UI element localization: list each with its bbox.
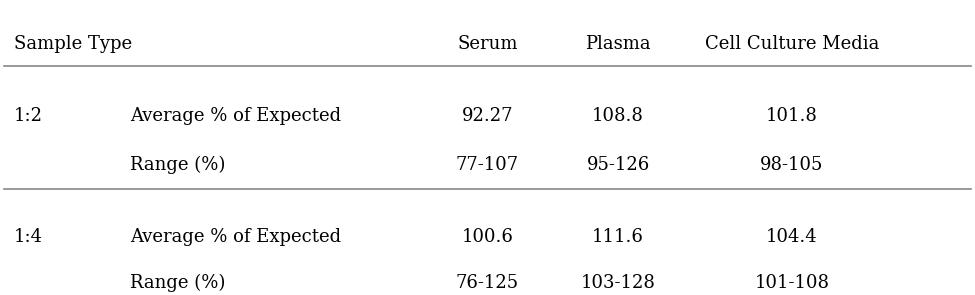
Text: Plasma: Plasma xyxy=(585,35,651,53)
Text: Cell Culture Media: Cell Culture Media xyxy=(705,35,879,53)
Text: 101.8: 101.8 xyxy=(766,107,818,125)
Text: 104.4: 104.4 xyxy=(766,228,818,246)
Text: 108.8: 108.8 xyxy=(592,107,644,125)
Text: 111.6: 111.6 xyxy=(592,228,644,246)
Text: 77-107: 77-107 xyxy=(456,156,519,174)
Text: Serum: Serum xyxy=(457,35,518,53)
Text: Average % of Expected: Average % of Expected xyxy=(130,228,341,246)
Text: 76-125: 76-125 xyxy=(456,274,519,292)
Text: 1:4: 1:4 xyxy=(14,228,43,246)
Text: Range (%): Range (%) xyxy=(130,156,225,174)
Text: Average % of Expected: Average % of Expected xyxy=(130,107,341,125)
Text: Range (%): Range (%) xyxy=(130,274,225,292)
Text: 98-105: 98-105 xyxy=(760,156,824,174)
Text: 101-108: 101-108 xyxy=(755,274,830,292)
Text: 1:2: 1:2 xyxy=(14,107,43,125)
Text: 103-128: 103-128 xyxy=(580,274,655,292)
Text: 100.6: 100.6 xyxy=(461,228,514,246)
Text: Sample Type: Sample Type xyxy=(14,35,132,53)
Text: 95-126: 95-126 xyxy=(586,156,649,174)
Text: 92.27: 92.27 xyxy=(462,107,513,125)
